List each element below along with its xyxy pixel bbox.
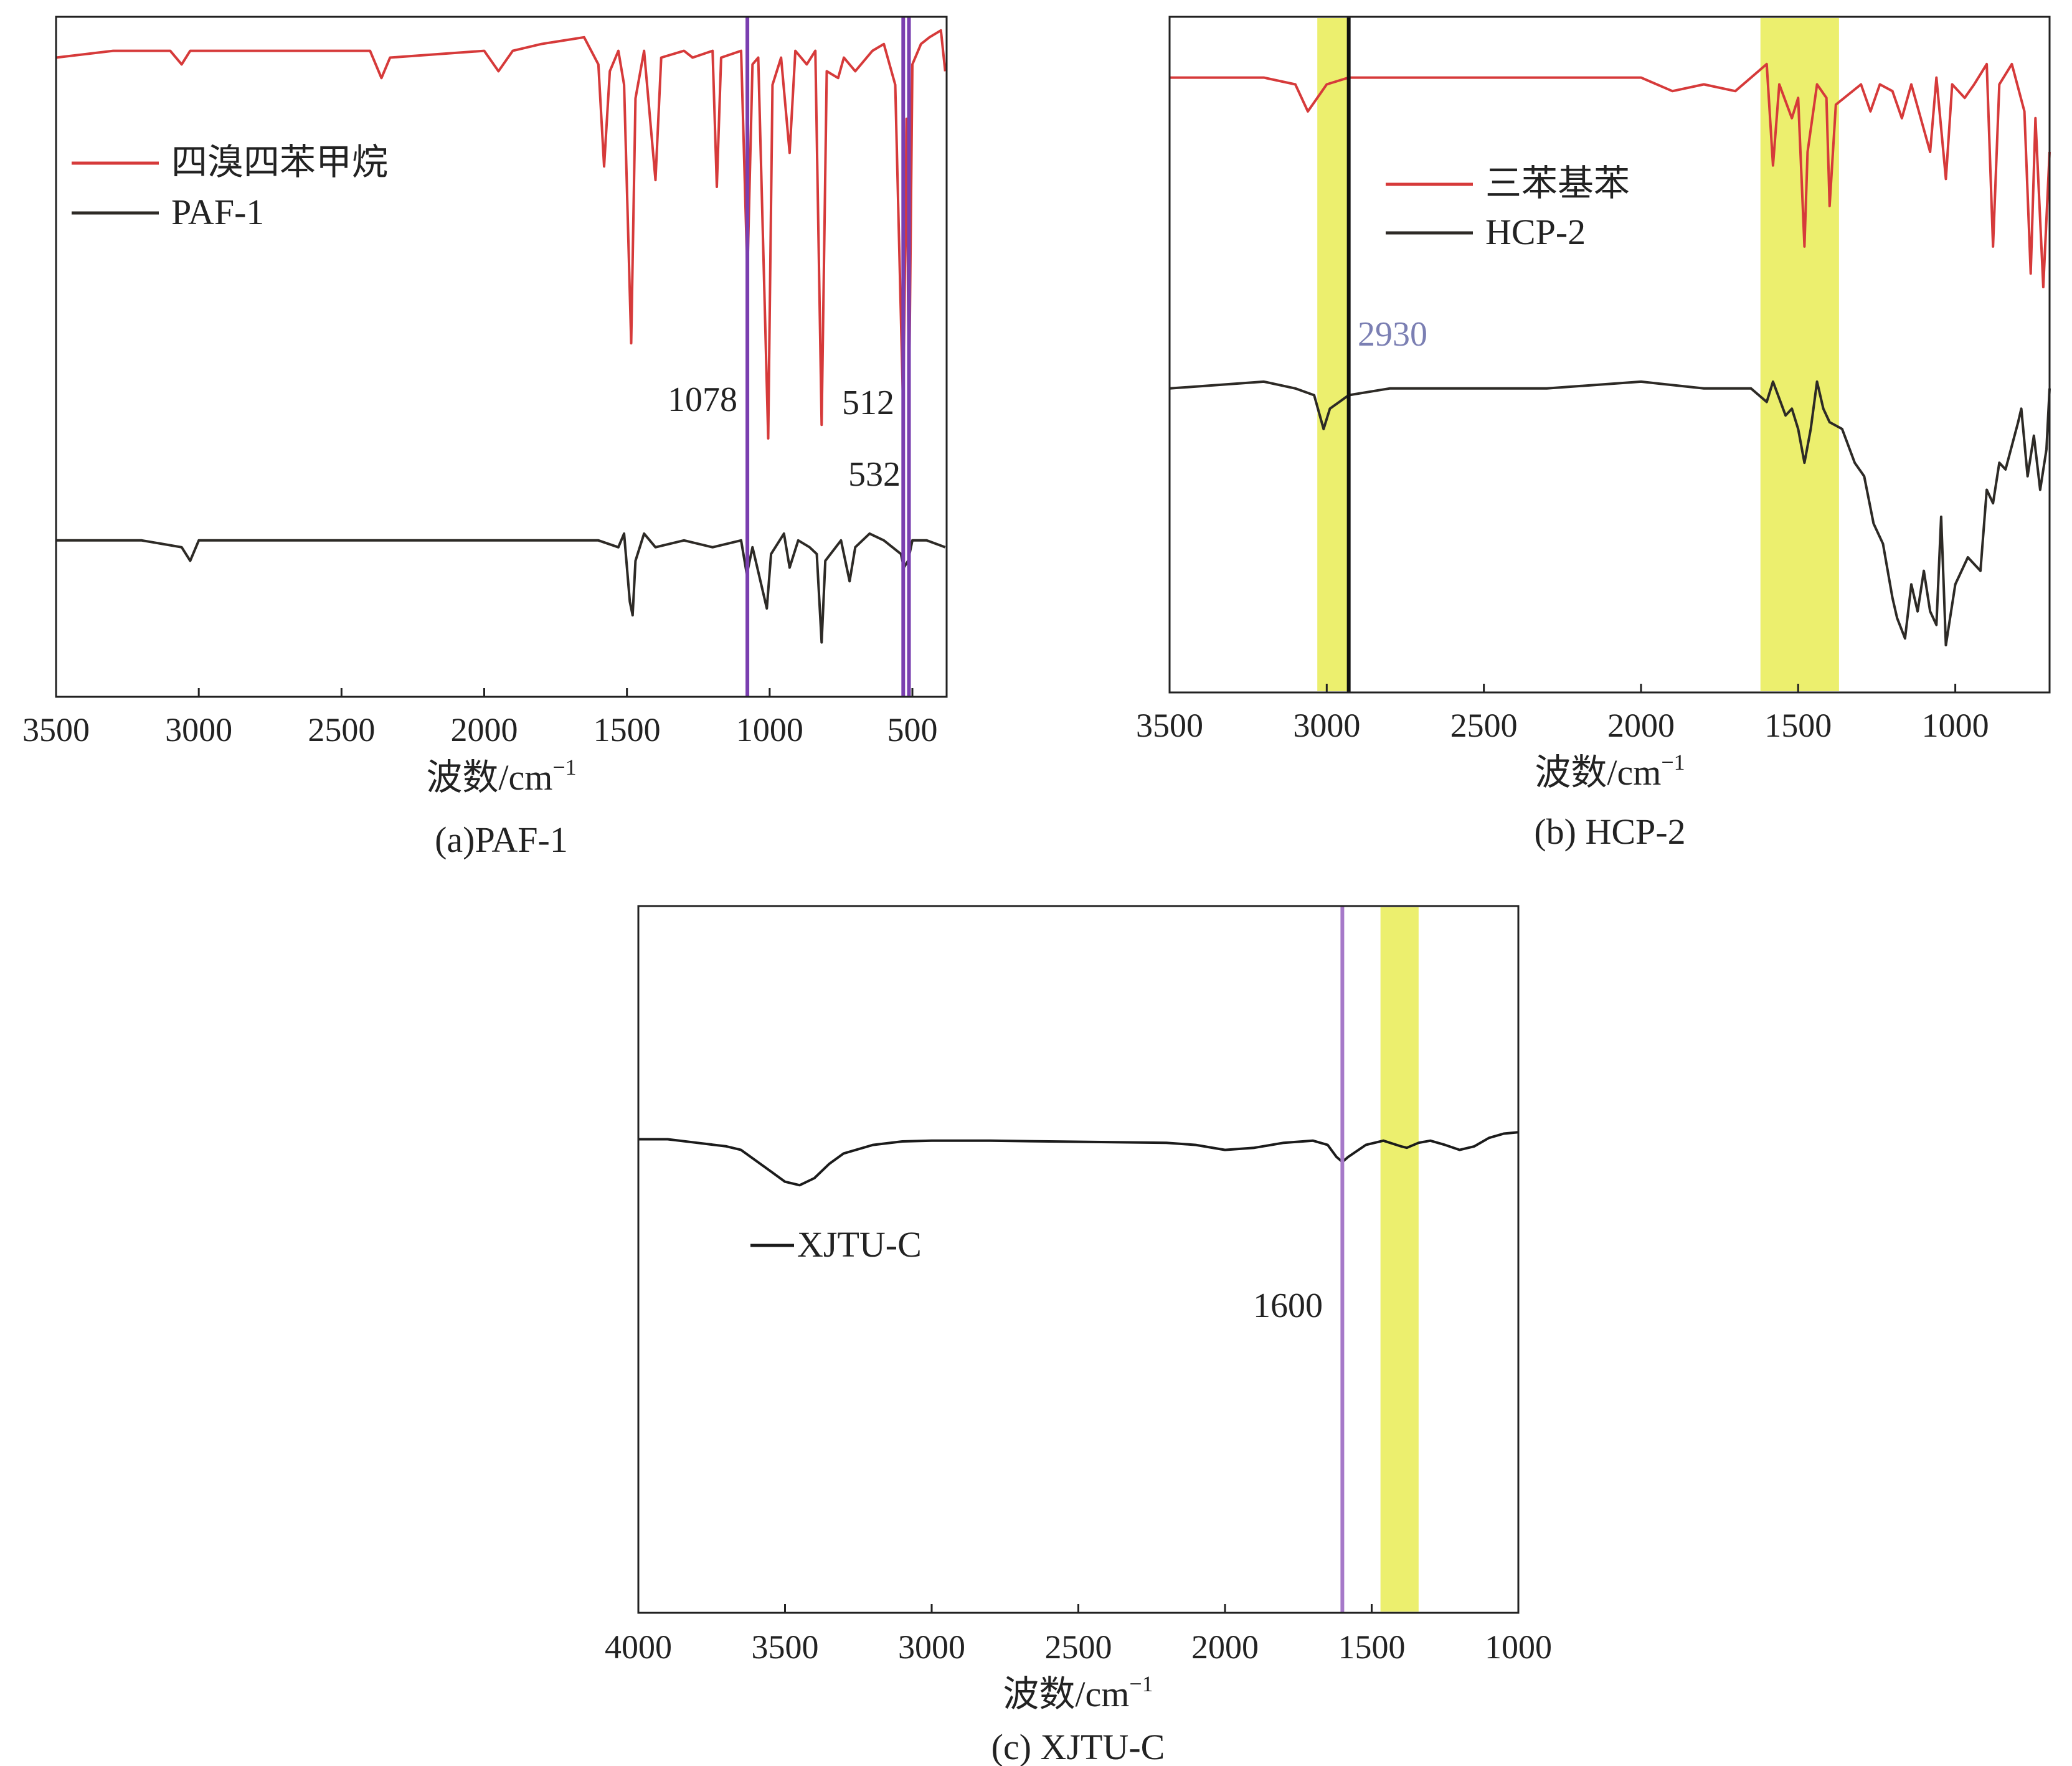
panel-b-highlight-bands	[1317, 18, 1839, 691]
panel-a-series-line-0	[55, 29, 947, 440]
panel-b-x-tick-label-5: 1000	[1922, 707, 1989, 744]
panel-c-x-tick-label-4: 2000	[1191, 1628, 1259, 1666]
panel-c-x-tick-label-5: 1500	[1338, 1628, 1406, 1666]
panel-b-plot-frame	[1168, 16, 2051, 694]
annotation-1078: 1078	[668, 380, 737, 419]
panel-b-x-tick-label-1: 3000	[1293, 707, 1360, 744]
legend-label-xjtu-c: XJTU-C	[797, 1224, 922, 1265]
panel-c-x-tick-label-0: 4000	[605, 1628, 672, 1666]
panel-c-x-ticks: 4000 3500 3000 2500 2000 1500 1000	[605, 1604, 1552, 1666]
panel-a-x-tick-label-0: 3500	[22, 711, 90, 748]
panel-b: 3500 3000 2500 2000 1500 1000 三苯基苯 HCP-2 2930…	[1136, 16, 2051, 852]
panel-b-x-tick-label-3: 2000	[1607, 707, 1675, 744]
panel-c-x-tick-label-3: 2500	[1045, 1628, 1112, 1666]
panel-a-x-ticks: 3500 3000 2500 2000 1500 1000 500	[22, 688, 938, 748]
annotation-2930: 2930	[1358, 315, 1427, 354]
annotation-512: 512	[842, 384, 894, 422]
panel-c-highlight-band-0	[1380, 907, 1419, 1612]
panel-a-series-line-1	[56, 532, 946, 644]
panel-a-x-axis-label: 波数/cm−1	[426, 755, 576, 798]
panel-a-x-tick-label-6: 500	[887, 711, 938, 748]
panel-a-series-group	[55, 29, 947, 644]
panel-c-series-group	[638, 1131, 1519, 1187]
panel-a: 3500 3000 2500 2000 1500 1000 500 四溴四苯甲烷 PAF-1…	[22, 16, 948, 860]
panel-a-x-tick-label-3: 2000	[451, 711, 518, 748]
legend-label-hcp-2: HCP-2	[1485, 212, 1586, 252]
panel-a-x-tick-label-5: 1000	[736, 711, 803, 748]
panel-a-plot-frame	[55, 16, 948, 698]
annotation-532: 532	[848, 455, 901, 494]
panel-b-x-tick-label-0: 3500	[1136, 707, 1203, 744]
panel-c-x-tick-label-2: 3000	[898, 1628, 965, 1666]
panel-b-series-line-0	[1170, 62, 2051, 288]
annotation-1600: 1600	[1253, 1287, 1323, 1325]
panel-c-x-tick-label-6: 1000	[1485, 1628, 1552, 1666]
panel-b-series-line-1	[1169, 380, 2051, 646]
panel-b-x-ticks: 3500 3000 2500 2000 1500 1000	[1136, 684, 1989, 744]
panel-c-x-axis-label: 波数/cm−1	[1003, 1671, 1153, 1714]
panel-c-highlight-bands	[1380, 907, 1419, 1612]
panel-c: 4000 3500 3000 2500 2000 1500 1000 XJTU-C 1600…	[605, 905, 1552, 1766]
panel-a-x-tick-label-4: 1500	[594, 711, 661, 748]
panel-a-x-tick-label-2: 2500	[308, 711, 375, 748]
panel-b-series-group	[1169, 62, 2051, 646]
panel-b-caption: (b) HCP-2	[1534, 811, 1685, 852]
legend-label-tetrabromotetraphenylmethane: 四溴四苯甲烷	[171, 142, 388, 182]
panel-b-x-axis-label: 波数/cm−1	[1535, 750, 1685, 793]
legend-label-triphenylbenzene: 三苯基苯	[1485, 163, 1630, 204]
panel-b-x-tick-label-2: 2500	[1450, 707, 1518, 744]
panel-c-series-line-0	[638, 1131, 1519, 1187]
panel-a-caption: (a)PAF-1	[435, 819, 568, 860]
panel-a-annotation-lines	[745, 17, 911, 697]
panel-c-caption: (c) XJTU-C	[991, 1727, 1165, 1766]
panel-b-highlight-band-0	[1317, 18, 1349, 691]
panel-a-x-tick-label-1: 3000	[165, 711, 232, 748]
panel-b-x-tick-label-4: 1500	[1764, 707, 1832, 744]
panel-c-x-tick-label-1: 3500	[752, 1628, 819, 1666]
legend-label-paf-1: PAF-1	[171, 192, 264, 232]
